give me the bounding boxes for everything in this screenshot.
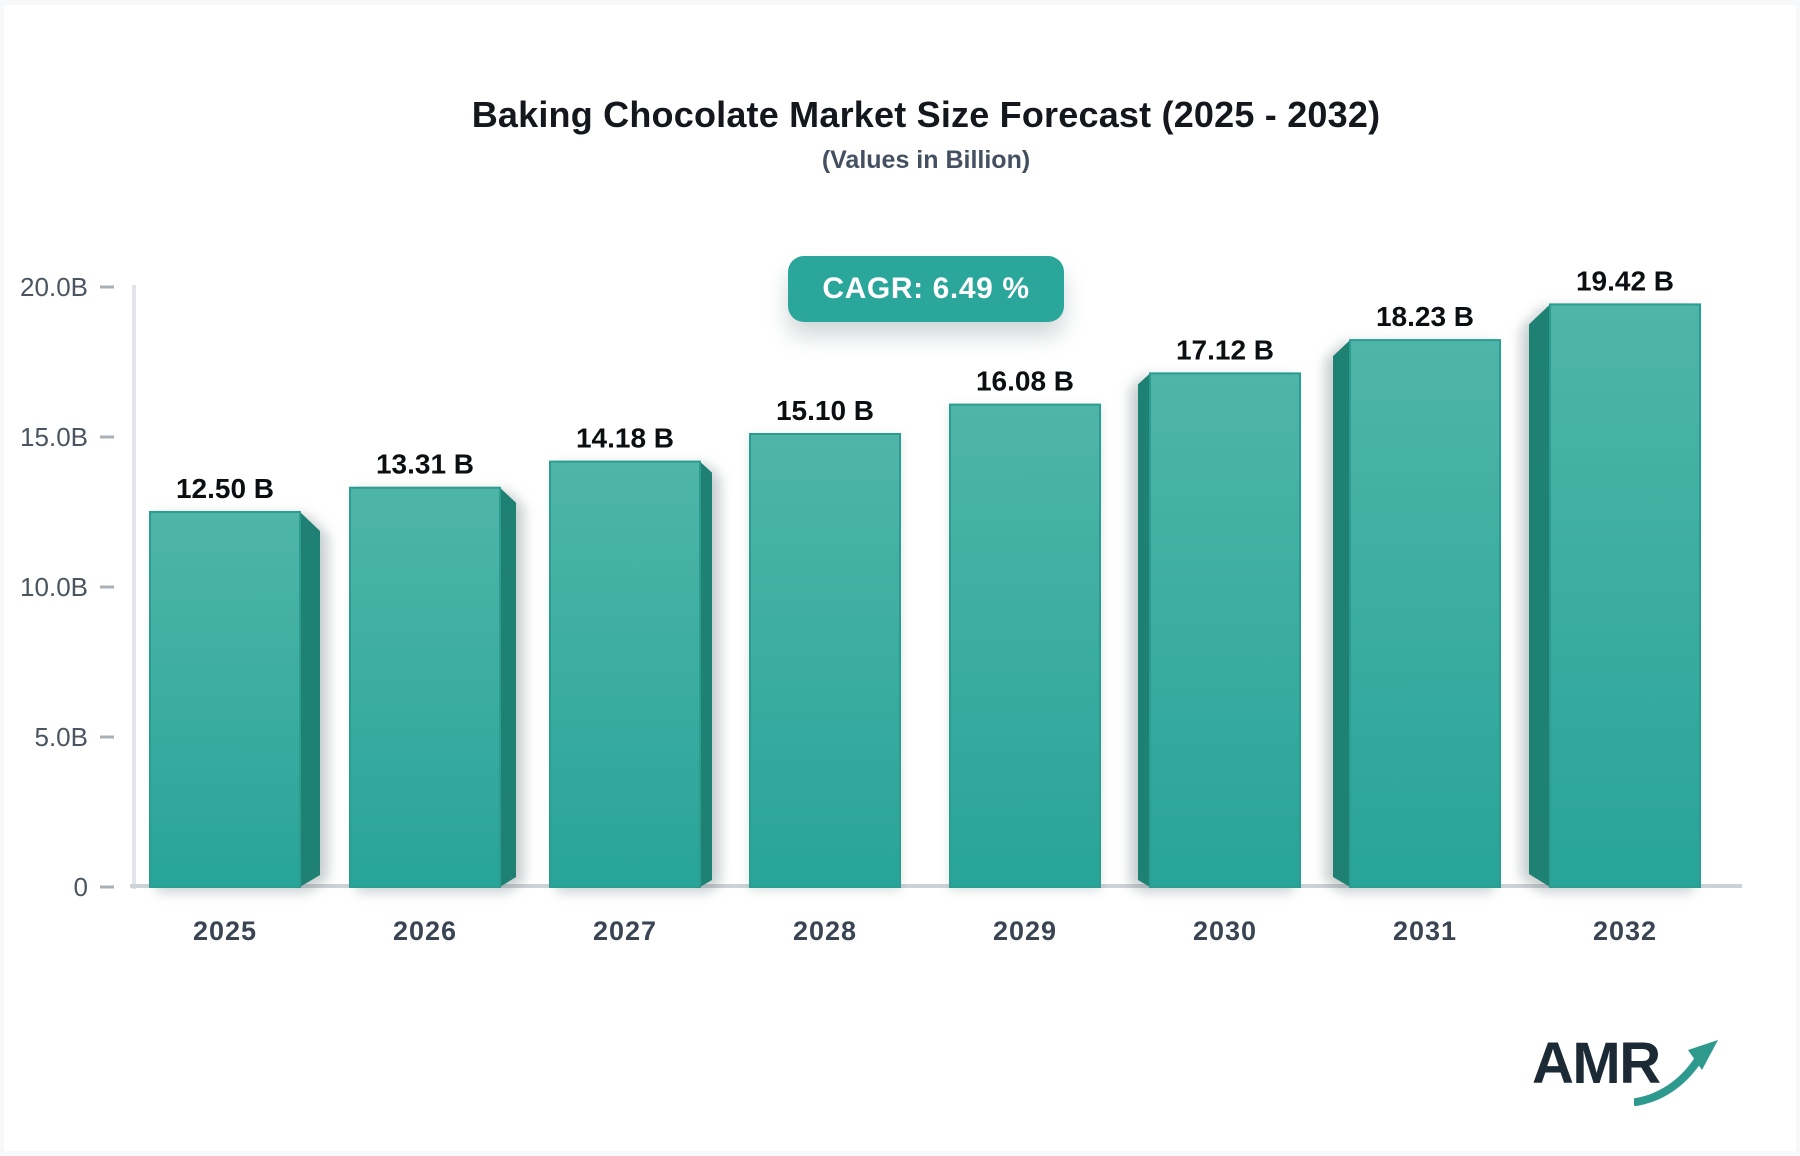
bar-face bbox=[949, 403, 1101, 888]
bar-value-label: 16.08 B bbox=[976, 366, 1074, 397]
x-tick-label: 2028 bbox=[793, 916, 857, 946]
x-tick-label: 2027 bbox=[593, 916, 657, 946]
bar-face bbox=[549, 460, 701, 888]
amr-logo: AMR bbox=[1532, 1030, 1732, 1120]
bar-2029 bbox=[949, 403, 1101, 888]
bar-face bbox=[749, 433, 901, 888]
cagr-badge-label: CAGR: 6.49 % bbox=[822, 272, 1030, 305]
y-tick-label: 5.0B bbox=[35, 722, 89, 752]
bar-face bbox=[1349, 339, 1501, 889]
chart-subtitle: (Values in Billion) bbox=[821, 146, 1031, 174]
bar-value-label: 15.10 B bbox=[776, 395, 874, 426]
bar-side-face bbox=[1138, 373, 1150, 887]
bar-value-label: 13.31 B bbox=[376, 449, 474, 480]
bar-2025 bbox=[149, 511, 320, 888]
bar-face bbox=[349, 486, 501, 888]
bar-face bbox=[1549, 303, 1701, 888]
bar-2026 bbox=[349, 486, 516, 888]
bar-2028 bbox=[749, 433, 901, 888]
bar-side-face bbox=[500, 487, 516, 887]
bar-value-label: 18.23 B bbox=[1376, 301, 1474, 332]
bar-side-face bbox=[1333, 340, 1350, 888]
bar-value-label: 17.12 B bbox=[1176, 334, 1274, 365]
y-tick-mark bbox=[100, 435, 114, 439]
x-tick-label: 2029 bbox=[993, 916, 1057, 946]
x-axis-line bbox=[130, 884, 1742, 888]
bar-value-label: 14.18 B bbox=[576, 423, 674, 454]
x-tick-label: 2030 bbox=[1193, 916, 1257, 946]
bar-2031 bbox=[1333, 339, 1501, 889]
chart-title: Baking Chocolate Market Size Forecast (2… bbox=[471, 94, 1381, 135]
bar-side-face bbox=[300, 512, 320, 887]
cagr-badge: CAGR: 6.49 % bbox=[788, 256, 1064, 322]
bar-value-label: 12.50 B bbox=[176, 473, 274, 504]
y-tick-label: 10.0B bbox=[20, 572, 88, 602]
growth-arrow-swoosh bbox=[1634, 1056, 1702, 1106]
y-tick-label: 15.0B bbox=[20, 422, 88, 452]
bar-2030 bbox=[1138, 372, 1301, 888]
y-axis-line bbox=[132, 285, 136, 889]
x-tick-label: 2031 bbox=[1393, 916, 1457, 946]
y-tick-mark bbox=[100, 735, 114, 739]
bar-side-face bbox=[1529, 304, 1550, 887]
bar-side-face bbox=[700, 461, 712, 887]
x-tick-label: 2025 bbox=[193, 916, 257, 946]
growth-arrow-head bbox=[1688, 1040, 1718, 1070]
y-tick-mark bbox=[100, 885, 114, 889]
x-tick-label: 2026 bbox=[393, 916, 457, 946]
bar-face bbox=[149, 511, 301, 888]
bar-2032 bbox=[1529, 303, 1701, 888]
growth-arrow-icon bbox=[1634, 1040, 1718, 1106]
y-tick-label: 20.0B bbox=[20, 272, 88, 302]
amr-logo-text: AMR bbox=[1532, 1031, 1661, 1096]
y-tick-label: 0 bbox=[74, 872, 88, 902]
bar-face bbox=[1149, 372, 1301, 888]
y-tick-mark bbox=[100, 285, 114, 289]
y-tick-mark bbox=[100, 585, 114, 589]
bar-2027 bbox=[549, 460, 712, 888]
x-tick-label: 2032 bbox=[1593, 916, 1657, 946]
bar-value-label: 19.42 B bbox=[1576, 265, 1674, 296]
